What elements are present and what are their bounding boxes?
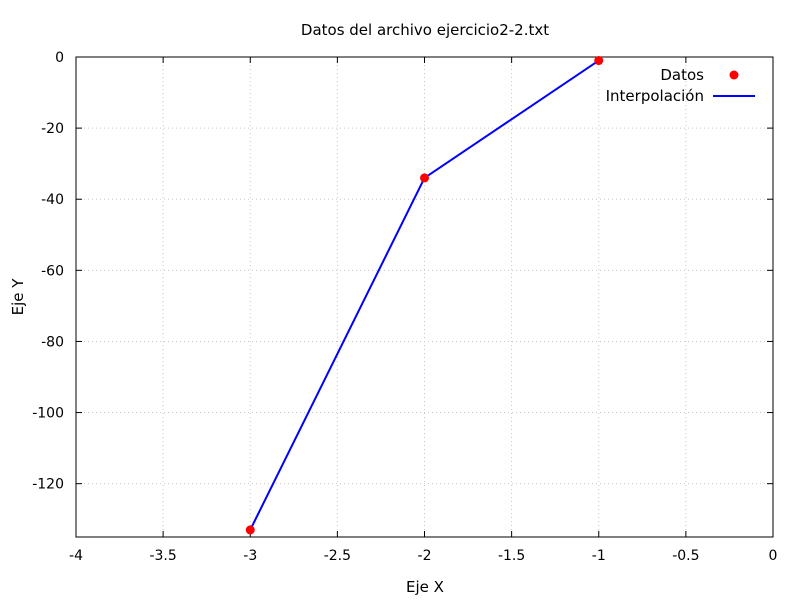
x-axis-title: Eje X [406,578,444,596]
axis-ticks: -4 -3.5 -3 -2.5 -2 -1.5 -1 -0.5 0 0 -20 -40 -60 -80 -1… [32,50,777,564]
x-tick-label: -3 [243,548,257,564]
x-tick-label: -2.5 [324,548,351,564]
legend-label-datos: Datos [660,66,704,84]
x-tick-label: -1.5 [498,548,525,564]
legend: Datos Interpolación [606,66,755,105]
data-point [245,525,255,535]
y-tick-label: -80 [41,334,64,350]
x-tick-label: -4 [69,548,83,564]
grid-lines [76,57,773,537]
y-tick-label: -100 [32,406,64,422]
chart-title: Datos del archivo ejercicio2-2.txt [301,21,549,39]
data-point [594,56,604,66]
y-tick-label: -60 [41,263,64,279]
y-tick-label: -40 [41,192,64,208]
y-tick-label: 0 [55,50,64,66]
y-axis-title: Eje Y [9,278,27,316]
x-tick-label: -1 [592,548,606,564]
legend-marker-datos [729,70,739,80]
legend-label-interpolacion: Interpolación [606,87,704,105]
series-layer [245,56,604,535]
data-point [420,173,429,183]
series-line-interpolacion [249,59,600,531]
x-tick-label: 0 [769,548,778,564]
x-tick-label: -2 [418,548,432,564]
y-tick-label: -20 [41,121,64,137]
x-tick-label: -0.5 [672,548,699,564]
x-tick-label: -3.5 [149,548,176,564]
y-tick-label: -120 [32,477,64,493]
